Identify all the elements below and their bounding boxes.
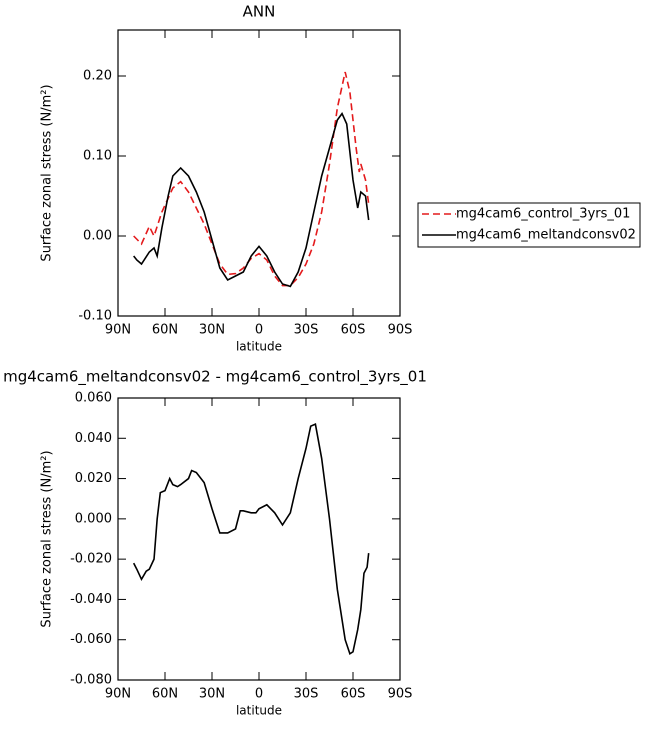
x-tick-label: 30S bbox=[294, 323, 319, 338]
chart-title: ANN bbox=[243, 3, 276, 21]
x-tick-label: 60N bbox=[152, 323, 178, 338]
x-tick-label: 90N bbox=[105, 687, 131, 702]
x-tick-label: 90N bbox=[105, 323, 131, 338]
x-axis-label: latitude bbox=[236, 704, 282, 718]
x-tick-label: 90S bbox=[388, 687, 413, 702]
x-tick-label: 60S bbox=[341, 687, 366, 702]
y-tick-label: 0.000 bbox=[75, 511, 112, 526]
x-tick-label: 30N bbox=[199, 323, 225, 338]
y-tick-label: -0.020 bbox=[70, 552, 112, 567]
legend-label: mg4cam6_meltandconsv02 bbox=[456, 228, 636, 243]
y-tick-label: 0.060 bbox=[75, 391, 112, 406]
x-tick-label: 90S bbox=[388, 323, 413, 338]
y-tick-label: 0.00 bbox=[83, 229, 112, 244]
x-axis-label: latitude bbox=[236, 340, 282, 354]
plot-frame bbox=[117, 397, 401, 681]
x-tick-label: 0 bbox=[255, 687, 263, 702]
y-tick-label: -0.080 bbox=[70, 673, 112, 688]
x-tick-label: 30N bbox=[199, 687, 225, 702]
y-tick-label: -0.040 bbox=[70, 592, 112, 607]
y-tick-label: 0.20 bbox=[83, 69, 112, 84]
y-tick-label: 0.040 bbox=[75, 431, 112, 446]
x-tick-label: 60N bbox=[152, 687, 178, 702]
x-tick-label: 0 bbox=[255, 323, 263, 338]
y-tick-label: 0.020 bbox=[75, 471, 112, 486]
x-tick-label: 30S bbox=[294, 687, 319, 702]
legend-box bbox=[417, 202, 641, 248]
y-tick-label: 0.10 bbox=[83, 149, 112, 164]
x-tick-label: 60S bbox=[341, 323, 366, 338]
y-axis-label: Surface zonal stress (N/m²) bbox=[40, 84, 55, 261]
y-tick-label: -0.10 bbox=[78, 309, 112, 324]
series-line bbox=[133, 112, 370, 288]
plot-frame bbox=[117, 29, 401, 317]
series-line bbox=[133, 71, 370, 287]
y-axis-label: Surface zonal stress (N/m²) bbox=[40, 450, 55, 627]
chart-title: mg4cam6_meltandconsv02 - mg4cam6_control… bbox=[3, 368, 427, 387]
y-tick-label: -0.060 bbox=[70, 632, 112, 647]
legend-label: mg4cam6_control_3yrs_01 bbox=[456, 207, 630, 222]
series-line bbox=[132, 423, 370, 656]
